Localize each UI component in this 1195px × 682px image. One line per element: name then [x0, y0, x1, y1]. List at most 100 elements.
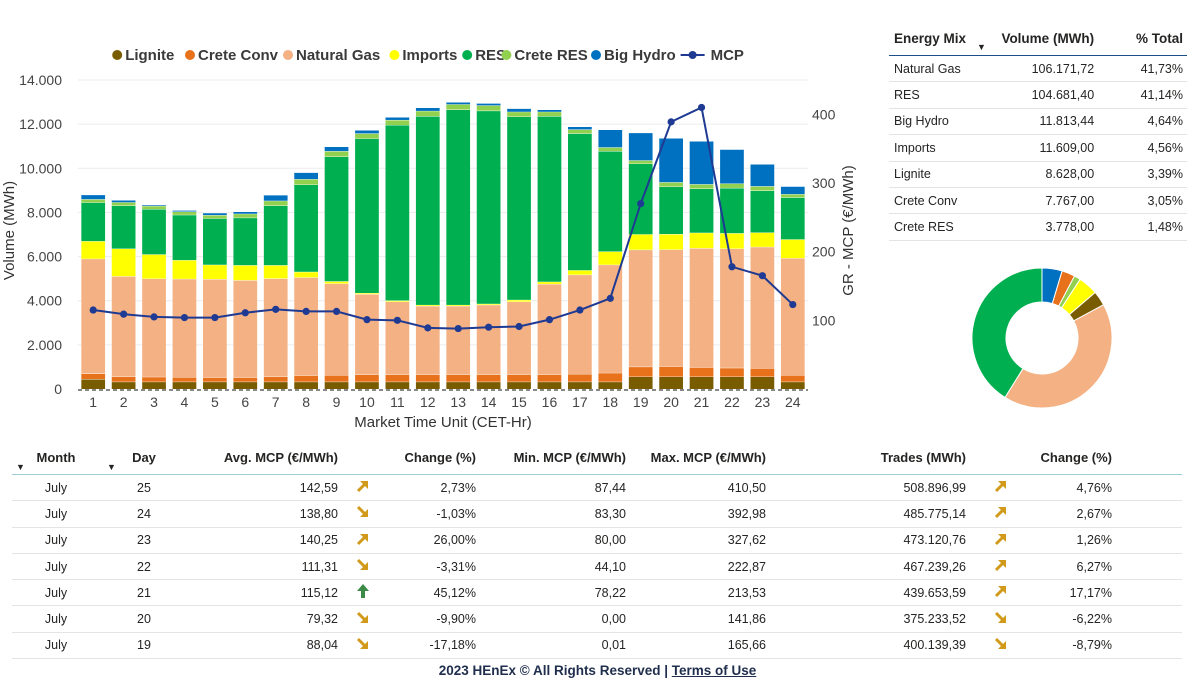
bar-res-1[interactable]: [81, 202, 106, 242]
bar-crete-res-18[interactable]: [598, 147, 623, 152]
bar-lignite-16[interactable]: [537, 381, 562, 389]
bar-natural-gas-1[interactable]: [81, 258, 106, 374]
header-volume[interactable]: Volume (MWh): [1001, 31, 1095, 46]
header-trades-change[interactable]: Change (%): [1040, 449, 1113, 465]
bar-natural-gas-11[interactable]: [385, 301, 410, 375]
header-energy-mix[interactable]: Energy Mix: [894, 31, 967, 46]
bar-crete-res-21[interactable]: [689, 184, 714, 189]
bar-res-23[interactable]: [750, 190, 775, 233]
bar-crete-conv-23[interactable]: [750, 368, 775, 377]
bar-crete-res-1[interactable]: [81, 199, 106, 203]
bar-big-hydro-16[interactable]: [537, 109, 562, 112]
bar-big-hydro-12[interactable]: [415, 107, 440, 111]
bar-imports-17[interactable]: [568, 270, 592, 275]
mcp-point-2[interactable]: [120, 310, 128, 318]
bar-crete-res-13[interactable]: [446, 104, 471, 110]
daily-row[interactable]: July 23 140,25 26,00% 80,00 327,62 473.120,76 1…: [12, 528, 1182, 554]
header-change[interactable]: Change (%): [404, 449, 477, 465]
bar-lignite-23[interactable]: [750, 376, 775, 389]
mcp-point-18[interactable]: [606, 294, 614, 302]
bar-big-hydro-13[interactable]: [446, 102, 471, 105]
bar-big-hydro-23[interactable]: [750, 164, 775, 187]
bar-res-22[interactable]: [720, 187, 744, 234]
bar-natural-gas-5[interactable]: [203, 279, 227, 378]
bar-res-7[interactable]: [263, 205, 288, 266]
bar-lignite-4[interactable]: [172, 381, 197, 389]
bar-crete-res-10[interactable]: [355, 133, 379, 139]
bar-crete-conv-21[interactable]: [689, 367, 714, 377]
bar-lignite-8[interactable]: [294, 381, 318, 389]
sort-day-icon[interactable]: ▼: [107, 462, 116, 472]
bar-res-3[interactable]: [142, 209, 166, 255]
bar-natural-gas-20[interactable]: [659, 249, 683, 367]
bar-big-hydro-7[interactable]: [263, 194, 288, 201]
bar-natural-gas-4[interactable]: [172, 278, 197, 378]
mcp-point-5[interactable]: [211, 313, 219, 322]
bar-imports-1[interactable]: [81, 241, 106, 259]
mcp-point-12[interactable]: [424, 324, 432, 332]
bar-big-hydro-24[interactable]: [780, 186, 805, 195]
mcp-point-23[interactable]: [758, 272, 766, 280]
bar-imports-22[interactable]: [720, 233, 744, 249]
bar-imports-14[interactable]: [476, 303, 501, 305]
daily-row[interactable]: July 25 142,59 2,73% 87,44 410,50 508.896,99 4,…: [12, 475, 1182, 502]
bar-big-hydro-2[interactable]: [111, 200, 136, 203]
bar-imports-9[interactable]: [324, 281, 349, 284]
legend-item-crete-res[interactable]: Crete RES: [501, 47, 588, 64]
mcp-point-13[interactable]: [454, 324, 462, 333]
bar-crete-res-24[interactable]: [780, 194, 805, 198]
energy-mix-row[interactable]: Crete Conv 7.767,00 3,05%: [889, 188, 1187, 215]
bar-res-2[interactable]: [111, 205, 136, 249]
bar-crete-conv-10[interactable]: [355, 374, 379, 382]
bar-big-hydro-15[interactable]: [507, 108, 531, 112]
bar-natural-gas-22[interactable]: [720, 248, 744, 368]
terms-of-use-link[interactable]: Terms of Use: [671, 663, 757, 678]
bar-res-11[interactable]: [385, 125, 410, 301]
bar-imports-19[interactable]: [628, 234, 653, 250]
mcp-point-4[interactable]: [180, 313, 189, 322]
bar-crete-res-4[interactable]: [172, 211, 197, 215]
bar-res-9[interactable]: [324, 156, 349, 282]
bar-crete-conv-19[interactable]: [628, 366, 653, 377]
bar-natural-gas-2[interactable]: [111, 276, 136, 377]
header-month[interactable]: Month: [36, 449, 76, 465]
bar-crete-conv-20[interactable]: [659, 366, 683, 377]
bar-lignite-17[interactable]: [568, 381, 592, 389]
bar-lignite-11[interactable]: [385, 381, 410, 389]
bar-crete-res-23[interactable]: [750, 186, 775, 191]
bar-imports-15[interactable]: [507, 299, 531, 302]
bar-natural-gas-19[interactable]: [628, 249, 653, 367]
bar-lignite-6[interactable]: [233, 381, 258, 389]
bar-big-hydro-5[interactable]: [203, 212, 227, 216]
daily-row[interactable]: July 22 111,31 -3,31% 44,10 222,87 467.239,26 6…: [12, 554, 1182, 581]
bar-natural-gas-16[interactable]: [537, 283, 562, 375]
legend-item-lignite[interactable]: Lignite: [112, 47, 174, 64]
bar-res-12[interactable]: [415, 116, 440, 305]
bar-big-hydro-4[interactable]: [172, 210, 197, 212]
bar-crete-conv-12[interactable]: [415, 374, 440, 382]
energy-mix-row[interactable]: Lignite 8.628,00 3,39%: [889, 162, 1187, 188]
mcp-point-15[interactable]: [515, 322, 523, 331]
bar-natural-gas-9[interactable]: [324, 283, 349, 376]
bar-res-13[interactable]: [446, 109, 471, 305]
daily-row[interactable]: July 24 138,80 -1,03% 83,30 392,98 485.775,14 2…: [12, 501, 1182, 528]
bar-crete-res-7[interactable]: [263, 200, 288, 206]
bar-imports-16[interactable]: [537, 281, 562, 284]
bar-imports-7[interactable]: [263, 265, 288, 279]
bar-crete-res-12[interactable]: [415, 110, 440, 117]
bar-crete-conv-9[interactable]: [324, 375, 349, 382]
bar-crete-res-19[interactable]: [628, 160, 653, 164]
legend-item-mcp[interactable]: MCP: [680, 47, 744, 64]
bar-big-hydro-21[interactable]: [689, 141, 714, 185]
bar-imports-23[interactable]: [750, 232, 775, 247]
daily-row[interactable]: July 19 88,04 -17,18% 0,01 165,66 400.139,39 -8…: [12, 633, 1182, 660]
bar-natural-gas-18[interactable]: [598, 264, 623, 373]
bar-res-21[interactable]: [689, 188, 714, 233]
bar-res-6[interactable]: [233, 217, 258, 266]
bar-crete-conv-3[interactable]: [142, 376, 166, 382]
bar-lignite-3[interactable]: [142, 381, 166, 389]
bar-crete-res-14[interactable]: [476, 105, 501, 111]
mcp-point-16[interactable]: [545, 316, 554, 324]
energy-mix-row[interactable]: Imports 11.609,00 4,56%: [889, 135, 1187, 162]
daily-row[interactable]: July 20 79,32 -9,90% 0,00 141,86 375.233,52 -6,…: [12, 606, 1182, 633]
